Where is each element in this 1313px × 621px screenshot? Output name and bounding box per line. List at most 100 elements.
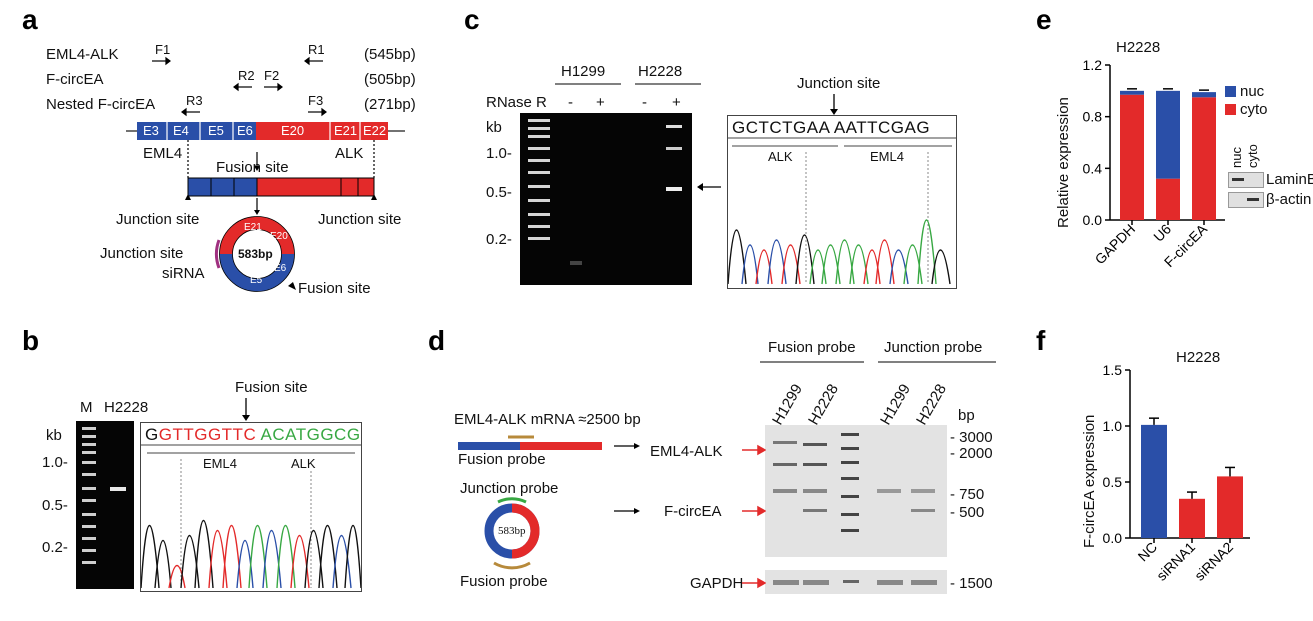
primer-f2: F2: [264, 68, 280, 83]
gene-eml4: EML4: [143, 145, 183, 162]
band-label-gapdh: GAPDH: [690, 575, 744, 592]
exon-e6: E6: [237, 123, 253, 138]
tick-c-3: 0.2-: [486, 231, 512, 248]
sequence-b: GGTTGGTTC ACATGGCG: [145, 425, 361, 444]
blot-header-nuc: nuc: [1229, 147, 1244, 168]
sequence-c: GCTCTGAA AATTCGAG: [732, 118, 930, 138]
chart-f-category-label: siRNA1: [1153, 539, 1198, 584]
primer-f3: F3: [308, 93, 324, 108]
kb-label-c: kb: [486, 119, 502, 136]
red-arrows-d: [742, 444, 766, 589]
junction-site-circle: Junction site: [100, 245, 184, 262]
junction-site-left: Junction site: [116, 211, 200, 228]
chart-f-ytick-label: 1.5: [1103, 362, 1123, 378]
primer-r1: R1: [308, 42, 325, 57]
gene-c-left: ALK: [768, 149, 793, 164]
panel-a-diagram: [126, 56, 405, 292]
circle-exon-e21: E21: [244, 222, 262, 233]
tick-b-2: 0.5-: [42, 497, 68, 514]
gene-b-right: ALK: [291, 456, 316, 471]
northern-blot: [765, 425, 947, 557]
panel-label-d: d: [428, 325, 446, 356]
legend-e-nuc-swatch: [1225, 86, 1236, 97]
legend-e-nuc: nuc: [1240, 83, 1265, 100]
exon-e21: E21: [334, 123, 358, 138]
panel-label-a: a: [22, 4, 38, 35]
chart-f-ytick-label: 1.0: [1103, 418, 1123, 434]
chart-e-bar-cyto: [1156, 178, 1180, 220]
header-fusion-probe: Fusion probe: [768, 339, 856, 356]
gene-b-left: EML4: [203, 456, 237, 471]
gapdh-blot: [765, 570, 947, 594]
chart-e-category-label: U6: [1150, 221, 1174, 245]
exon-e4: E4: [173, 123, 189, 138]
marker-2000: - 2000: [950, 445, 993, 462]
chart-e-ytick-label: 1.2: [1083, 57, 1103, 73]
bp-label: bp: [958, 407, 975, 424]
cell-h2228-c: H2228: [638, 63, 683, 80]
chart-f-bar: [1179, 498, 1205, 538]
lane-d-2: H2228: [805, 381, 842, 428]
sequence-c-left: GCTCTGAA: [732, 118, 830, 137]
fusion-probe-label-2: Fusion probe: [460, 573, 548, 590]
junction-site-c: Junction site: [797, 75, 881, 92]
circle-exon-e5: E5: [250, 275, 263, 286]
panel-label-f: f: [1036, 325, 1046, 356]
mrna-label: EML4-ALK mRNA ≈2500 bp: [454, 411, 641, 428]
chart-f-ytick-label: 0.0: [1103, 530, 1123, 546]
fusion-site-circle: Fusion site: [298, 280, 371, 297]
chart-f-title: H2228: [1176, 349, 1221, 366]
blot-laminb1: [1228, 172, 1264, 188]
blot-beta-actin: [1228, 192, 1264, 208]
cell-underlines-c: [555, 83, 701, 85]
panel-label-c: c: [464, 4, 480, 35]
chart-f-ytick-label: 0.5: [1103, 474, 1123, 490]
tick-c-1: 1.0-: [486, 145, 512, 162]
circle-exon-e6: E6: [274, 263, 287, 274]
lane-d-4: H2228: [913, 381, 950, 428]
header-junction-probe: Junction probe: [884, 339, 983, 356]
fusion-site-label: Fusion site: [216, 159, 289, 176]
sign-c-4: +: [672, 94, 681, 111]
legend-e-cyto: cyto: [1240, 101, 1268, 118]
chart-f-bar: [1141, 424, 1167, 538]
exon-e20: E20: [281, 123, 305, 138]
chart-f-bar: [1217, 476, 1243, 538]
row-name-eml4-alk: EML4-ALK: [46, 46, 119, 63]
band-label-f-circea: F-circEA: [664, 503, 722, 520]
sign-c-3: -: [642, 94, 647, 111]
gene-c-right: EML4: [870, 149, 904, 164]
row-size-f-circea: (505bp): [364, 71, 416, 88]
chart-e-bar-cyto: [1192, 97, 1216, 220]
tick-c-2: 0.5-: [486, 184, 512, 201]
lane-h2228: H2228: [104, 399, 149, 416]
chart-e-bar-nuc: [1156, 90, 1180, 179]
chart-f-category-label: siRNA2: [1191, 539, 1236, 584]
chart-e-ylabel: Relative expression: [1055, 97, 1072, 228]
panel-d-diagram: [458, 435, 640, 570]
row-name-nested: Nested F-circEA: [46, 96, 156, 113]
sign-c-2: +: [596, 94, 605, 111]
row-size-eml4-alk: (545bp): [364, 46, 416, 63]
sequence-b-green: ACATGGCG: [260, 425, 361, 444]
blot-label-laminb1: LaminB1: [1266, 171, 1313, 188]
band-label-eml4-alk: EML4-ALK: [650, 443, 723, 460]
chart-e-ytick-label: 0.0: [1083, 212, 1103, 228]
tick-b-1: 1.0-: [42, 454, 68, 471]
cell-h1299-c: H1299: [561, 63, 606, 80]
junction-probe-label: Junction probe: [460, 480, 559, 497]
chart-e-bar-cyto: [1120, 94, 1144, 220]
primer-f1: F1: [155, 42, 171, 57]
fusion-site-b: Fusion site: [235, 379, 308, 396]
header-underlines-d: [760, 361, 996, 363]
sign-c-1: -: [568, 94, 573, 111]
panel-label-b: b: [22, 325, 40, 356]
marker-750: - 750: [950, 486, 985, 503]
lane-d-3: H1299: [877, 381, 914, 428]
sirna-label: siRNA: [162, 265, 205, 282]
gene-alk: ALK: [335, 145, 364, 162]
fusion-arrow-b: [242, 398, 250, 421]
chart-f-category-label: NC: [1134, 539, 1160, 565]
rnase-label: RNase R: [486, 94, 547, 111]
